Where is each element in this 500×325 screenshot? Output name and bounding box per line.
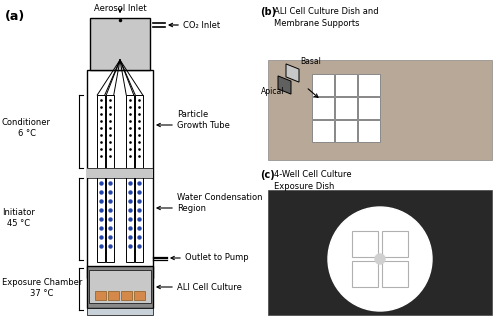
- Text: Particle
Growth Tube: Particle Growth Tube: [177, 110, 230, 130]
- Text: Outlet to Pump: Outlet to Pump: [185, 254, 248, 263]
- Polygon shape: [286, 64, 299, 82]
- Bar: [121, 291, 132, 300]
- FancyBboxPatch shape: [312, 120, 334, 141]
- Text: Water Condensation
Region: Water Condensation Region: [177, 193, 262, 213]
- FancyBboxPatch shape: [334, 120, 356, 141]
- Text: (a): (a): [5, 10, 25, 23]
- Bar: [108, 291, 119, 300]
- Text: Aerosol Inlet: Aerosol Inlet: [94, 4, 146, 13]
- FancyBboxPatch shape: [352, 231, 378, 257]
- Circle shape: [328, 207, 432, 311]
- Text: Initiator
45 °C: Initiator 45 °C: [2, 208, 35, 228]
- FancyBboxPatch shape: [358, 73, 380, 96]
- Bar: [268, 190, 492, 315]
- Bar: [87, 266, 153, 308]
- Text: (c): (c): [260, 170, 275, 180]
- Text: ALI Cell Culture Dish and
Membrane Supports: ALI Cell Culture Dish and Membrane Suppo…: [274, 7, 378, 28]
- Text: Exposure Chamber
37 °C: Exposure Chamber 37 °C: [2, 278, 82, 298]
- Polygon shape: [278, 76, 291, 94]
- Bar: [90, 18, 150, 70]
- Bar: [87, 70, 153, 278]
- Text: Basal: Basal: [300, 58, 321, 67]
- Bar: [106, 95, 114, 262]
- FancyBboxPatch shape: [334, 73, 356, 96]
- Bar: [268, 60, 492, 160]
- Bar: [97, 95, 105, 262]
- Circle shape: [375, 254, 385, 264]
- Text: Conditioner
6 °C: Conditioner 6 °C: [2, 118, 51, 138]
- Bar: [135, 95, 143, 262]
- Bar: [87, 308, 153, 315]
- Bar: [134, 291, 145, 300]
- Bar: [87, 168, 153, 178]
- Bar: [126, 95, 134, 262]
- Bar: [89, 270, 151, 303]
- FancyBboxPatch shape: [358, 97, 380, 119]
- FancyBboxPatch shape: [334, 97, 356, 119]
- Text: CO₂ Inlet: CO₂ Inlet: [183, 20, 220, 30]
- Text: 4-Well Cell Culture
Exposure Dish: 4-Well Cell Culture Exposure Dish: [274, 170, 351, 191]
- Text: ALI Cell Culture: ALI Cell Culture: [177, 282, 242, 292]
- Text: Apical: Apical: [261, 87, 284, 97]
- FancyBboxPatch shape: [358, 120, 380, 141]
- FancyBboxPatch shape: [382, 261, 408, 287]
- FancyBboxPatch shape: [352, 261, 378, 287]
- Bar: [95, 291, 106, 300]
- FancyBboxPatch shape: [312, 97, 334, 119]
- FancyBboxPatch shape: [312, 73, 334, 96]
- Text: (b): (b): [260, 7, 276, 17]
- FancyBboxPatch shape: [382, 231, 408, 257]
